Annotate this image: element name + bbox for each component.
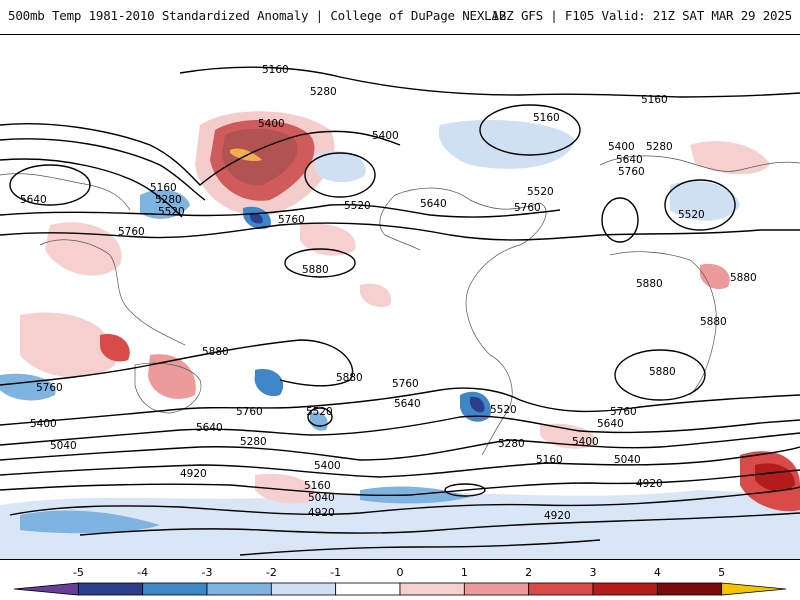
colorbar-scale (13, 582, 787, 596)
contour-label: 5760 (514, 202, 541, 214)
contour-label: 5040 (50, 440, 77, 452)
contour-label: 5880 (700, 316, 727, 328)
contour-label: 5880 (730, 272, 757, 284)
contour-label: 5640 (20, 194, 47, 206)
contour-label: 5880 (302, 264, 329, 276)
contour-label: 4920 (308, 507, 335, 519)
contour-label: 5520 (158, 206, 185, 218)
height-contours (0, 66, 800, 556)
colorbar: -5 -4 -3 -2 -1 0 1 2 3 4 5 (0, 566, 800, 600)
contour-label: 5400 (572, 436, 599, 448)
colorbar-tick-label: 2 (525, 566, 533, 579)
contour-label: 5640 (597, 418, 624, 430)
colorbar-swatch (592, 582, 658, 596)
colorbar-swatch (13, 582, 79, 596)
contour-label: 4920 (180, 468, 207, 480)
colorbar-tick-label: 1 (460, 566, 468, 579)
contour-label: 5520 (678, 209, 705, 221)
contour-label: 5760 (278, 214, 305, 226)
contour-label: 5760 (392, 378, 419, 390)
contour-label: 5160 (304, 480, 331, 492)
colorbar-swatch (142, 582, 208, 596)
map-panel: 5160 5280 5400 5400 5160 5160 5400 5280 … (0, 34, 800, 560)
contour-label: 5760 (118, 226, 145, 238)
colorbar-tick-label: 0 (396, 566, 404, 579)
anomaly-shading (0, 111, 800, 559)
colorbar-swatch (528, 582, 594, 596)
contour-label: 5640 (394, 398, 421, 410)
contour-label: 5880 (649, 366, 676, 378)
colorbar-tick-label: -5 (72, 566, 84, 579)
contour-label: 5160 (150, 182, 177, 194)
contour-label: 5880 (336, 372, 363, 384)
contour-label: 5280 (240, 436, 267, 448)
colorbar-tick-label: -4 (137, 566, 149, 579)
contour-label: 5520 (344, 200, 371, 212)
contour-label: 5760 (236, 406, 263, 418)
colorbar-tick-label: -1 (330, 566, 342, 579)
contour-label: 5400 (314, 460, 341, 472)
coastlines (0, 155, 800, 456)
contour-label: 5040 (614, 454, 641, 466)
contour-label: 5880 (636, 278, 663, 290)
contour-label: 5280 (498, 438, 525, 450)
contour-label: 5160 (533, 112, 560, 124)
contour-label: 5760 (610, 406, 637, 418)
colorbar-swatch (463, 582, 530, 596)
contour-label: 5160 (641, 94, 668, 106)
header: 500mb Temp 1981-2010 Standardized Anomal… (0, 0, 800, 34)
contour-label: 5520 (306, 406, 333, 418)
contour-label: 5880 (202, 346, 229, 358)
colorbar-tick-label: 4 (653, 566, 661, 579)
contour-label: 5760 (618, 166, 645, 178)
map-title: 500mb Temp 1981-2010 Standardized Anomal… (8, 8, 507, 23)
contour-label: 5400 (258, 118, 285, 130)
colorbar-swatch (335, 582, 401, 596)
contour-label: 5280 (155, 194, 182, 206)
contour-label: 5160 (536, 454, 563, 466)
contour-label: 5640 (196, 422, 223, 434)
contour-label: 5280 (310, 86, 337, 98)
model-run-info: 12Z GFS | F105 Valid: 21Z SAT MAR 29 202… (491, 8, 793, 23)
contour-label: 5040 (308, 492, 335, 504)
colorbar-tick-label: -2 (265, 566, 277, 579)
colorbar-swatch (206, 582, 272, 596)
contour-label: 5520 (527, 186, 554, 198)
anomaly-map: 5160 5280 5400 5400 5160 5160 5400 5280 … (0, 64, 800, 559)
contour-label: 5400 (372, 130, 399, 142)
colorbar-tick-label: 5 (718, 566, 726, 579)
contour-labels: 5160 5280 5400 5400 5160 5160 5400 5280 … (20, 64, 757, 522)
colorbar-tick-label: 3 (589, 566, 597, 579)
contour-label: 5160 (262, 64, 289, 76)
contour-label: 5640 (420, 198, 447, 210)
contour-label: 5640 (616, 154, 643, 166)
contour-label: 4920 (544, 510, 571, 522)
colorbar-tick-label: -3 (201, 566, 213, 579)
contour-label: 5280 (646, 141, 673, 153)
contour-label: 5520 (490, 404, 517, 416)
colorbar-swatch (77, 582, 144, 596)
contour-label: 5760 (36, 382, 63, 394)
colorbar-swatch (270, 582, 337, 596)
contour-label: 5400 (30, 418, 57, 430)
colorbar-swatch (721, 582, 787, 596)
contour-label: 5400 (608, 141, 635, 153)
colorbar-swatch (656, 582, 723, 596)
colorbar-swatch (399, 582, 465, 596)
contour-label: 4920 (636, 478, 663, 490)
